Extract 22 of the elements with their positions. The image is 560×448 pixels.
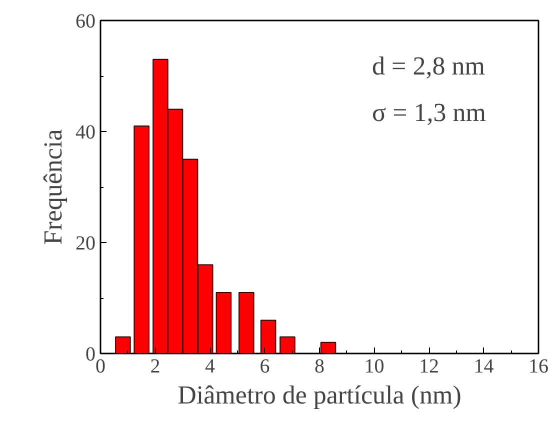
x-tick-label: 12 [419, 356, 439, 378]
bar [115, 336, 131, 354]
x-tick-label: 8 [314, 356, 324, 378]
x-tick-label: 2 [150, 356, 160, 378]
y-axis-title: Frequência [38, 128, 68, 245]
annotation: d = 2,8 nm [372, 51, 485, 80]
x-axis-title: Diâmetro de partícula (nm) [178, 380, 462, 410]
x-tick-label: 14 [474, 356, 494, 378]
x-tick-label: 4 [205, 356, 215, 378]
bar [280, 336, 296, 354]
x-tick-label: 6 [260, 356, 270, 378]
bar [320, 342, 336, 354]
x-tick-label: 10 [364, 356, 384, 378]
bar [238, 292, 254, 354]
y-tick-label: 40 [76, 122, 96, 144]
annotation: σ = 1,3 nm [372, 98, 486, 128]
bar [216, 292, 232, 354]
bar [260, 320, 276, 354]
bar [134, 125, 150, 354]
x-tick-label: 16 [528, 356, 548, 378]
y-tick-label: 20 [76, 232, 96, 254]
y-tick-label: 60 [76, 10, 96, 32]
